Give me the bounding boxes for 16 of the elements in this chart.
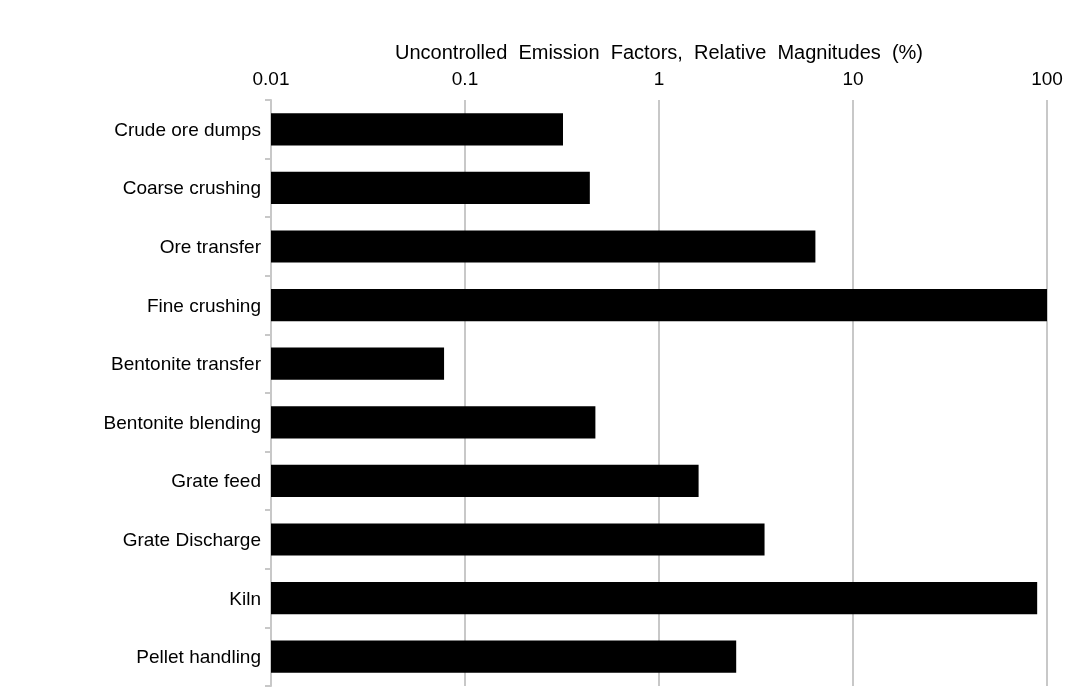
x-axis-title: Uncontrolled Emission Factors, Relative Magnitudes (%): [395, 41, 923, 63]
x-tick-label: 0.01: [252, 68, 290, 89]
y-tick-label: Ore transfer: [159, 236, 262, 257]
y-tick-label: Crude ore dumps: [114, 118, 261, 140]
x-tick-label: 100: [1031, 68, 1063, 89]
y-tick-label: Bentonite blending: [103, 411, 261, 433]
y-tick-label: Fine crushing: [146, 294, 261, 316]
y-tick-label: Grate Discharge: [122, 529, 261, 550]
x-tick-label: 10: [842, 68, 864, 89]
x-tick-label: 0.1: [451, 68, 479, 89]
x-tick-label: 1: [653, 68, 665, 89]
y-tick-label: Grate feed: [171, 470, 261, 492]
y-tick-label: Bentonite transfer: [111, 353, 262, 375]
y-tick-label: Coarse crushing: [122, 177, 261, 199]
y-tick-label: Pellet handling: [136, 646, 261, 668]
y-tick-label: Kiln: [229, 587, 261, 609]
